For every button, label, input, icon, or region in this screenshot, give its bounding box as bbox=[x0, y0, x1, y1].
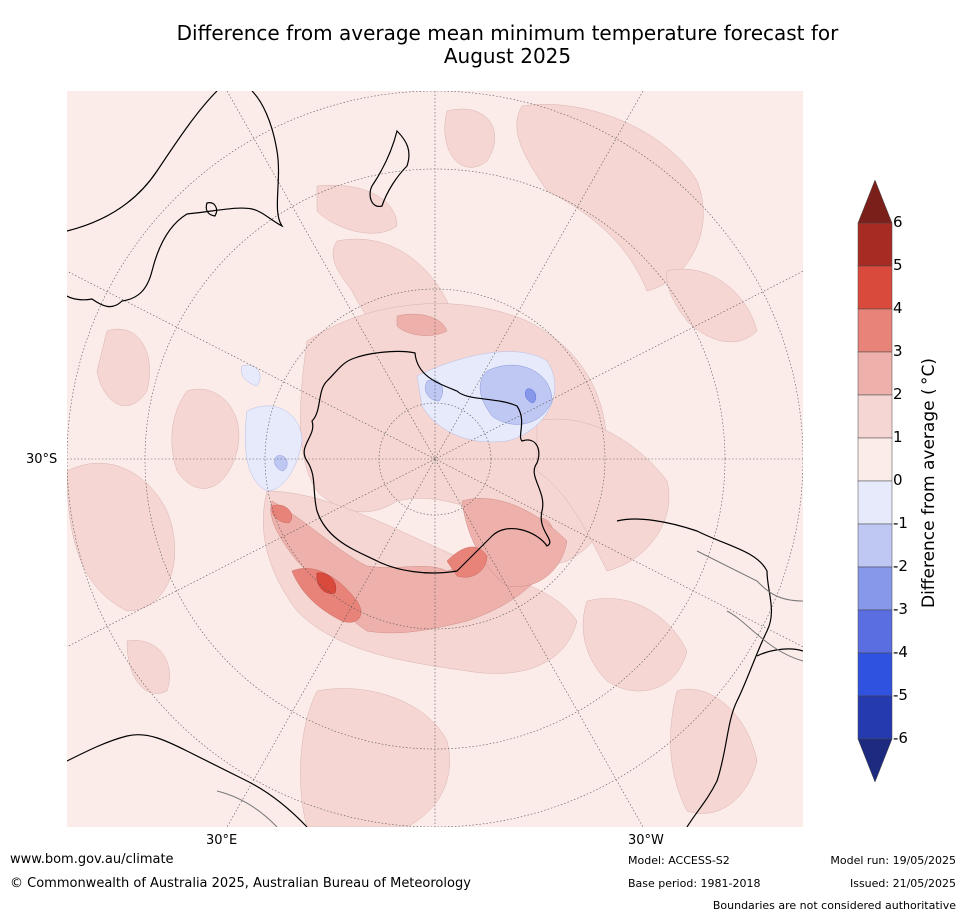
model-run-text: Model run: 19/05/2025 bbox=[830, 854, 956, 867]
lon-label-30e: 30°E bbox=[206, 833, 238, 848]
colorbar-segment bbox=[857, 394, 893, 439]
colorbar-segment bbox=[857, 437, 893, 482]
colorbar-title: Difference from average ( °C) bbox=[919, 357, 939, 609]
lon-label-30w: 30°W bbox=[628, 833, 664, 848]
colorbar-tick-label: -6 bbox=[893, 729, 908, 747]
website-link[interactable]: www.bom.gov.au/climate bbox=[10, 852, 174, 867]
base-period-text: Base period: 1981-2018 bbox=[628, 877, 761, 890]
model-text: Model: ACCESS-S2 bbox=[628, 854, 730, 867]
map-title: Difference from average mean minimum tem… bbox=[60, 22, 955, 68]
colorbar-segment bbox=[857, 566, 893, 611]
africa-coast bbox=[67, 734, 308, 827]
disclaimer-text: Boundaries are not considered authoritat… bbox=[712, 899, 956, 912]
country-borders bbox=[216, 550, 803, 827]
lat-label-30s: 30°S bbox=[26, 452, 58, 467]
title-line-2: August 2025 bbox=[443, 44, 572, 68]
anomaly-minus-2-to-minus-1 bbox=[274, 364, 553, 472]
colorbar-segment bbox=[857, 480, 893, 525]
colorbar-tick-label: 2 bbox=[893, 385, 903, 403]
graticule bbox=[67, 91, 803, 827]
copyright-text: © Commonwealth of Australia 2025, Austra… bbox=[10, 876, 471, 891]
anomaly-minus-3-to-minus-2 bbox=[525, 388, 537, 404]
issued-text: Issued: 21/05/2025 bbox=[849, 877, 956, 890]
colorbar-extend-low bbox=[857, 738, 893, 783]
anomaly-3-to-4 bbox=[271, 504, 488, 623]
colorbar-tick-label: -2 bbox=[893, 557, 908, 575]
colorbar-segment bbox=[857, 308, 893, 353]
colorbar-segment bbox=[857, 222, 893, 267]
new-zealand-coast bbox=[369, 129, 410, 208]
colorbar-segment bbox=[857, 351, 893, 396]
colorbar-tick-label: -4 bbox=[893, 643, 908, 661]
antarctica-coast bbox=[303, 350, 551, 574]
polar-anomaly-map bbox=[67, 91, 803, 827]
title-line-1: Difference from average mean minimum tem… bbox=[176, 21, 839, 45]
colorbar-segment bbox=[857, 523, 893, 568]
colorbar-extend-high bbox=[857, 180, 893, 224]
anomaly-4-to-5 bbox=[316, 572, 337, 594]
colorbar-segment bbox=[857, 265, 893, 310]
colorbar-tick-label: 1 bbox=[893, 428, 903, 446]
colorbar-segment bbox=[857, 609, 893, 654]
tasmania-coast bbox=[205, 202, 218, 217]
colorbar-tick-label: 6 bbox=[893, 213, 903, 231]
colorbar-tick-label: -1 bbox=[893, 514, 908, 532]
colorbar-tick-label: 3 bbox=[893, 342, 903, 360]
colorbar-tick-label: -5 bbox=[893, 686, 908, 704]
colorbar-tick-label: -3 bbox=[893, 600, 908, 618]
colorbar-tick-label: 0 bbox=[893, 471, 903, 489]
colorbar bbox=[857, 180, 893, 783]
colorbar-segment bbox=[857, 652, 893, 697]
colorbar-tick-label: 4 bbox=[893, 299, 903, 317]
colorbar-segment bbox=[857, 695, 893, 740]
australia-coast bbox=[67, 91, 284, 308]
colorbar-tick-label: 5 bbox=[893, 256, 903, 274]
